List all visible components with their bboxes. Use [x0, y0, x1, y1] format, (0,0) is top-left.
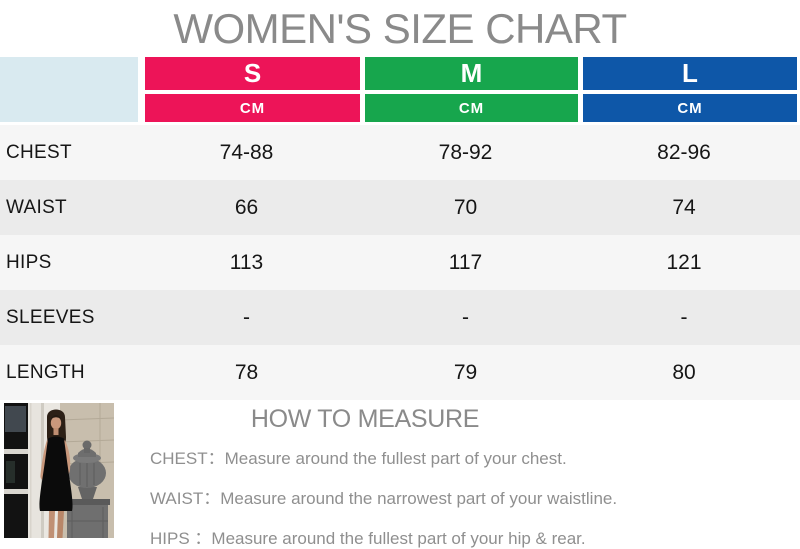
cell-value: - [462, 305, 469, 329]
table-row-chest: CHEST 74-88 78-92 82-96 [0, 125, 800, 180]
column-size-m: M CM [365, 57, 578, 122]
measure-item-text: Measure around the fullest part of your … [224, 449, 567, 468]
cell-value: 78 [234, 360, 259, 384]
measure-item-text: Measure around the fullest part of your … [211, 529, 586, 548]
column-size-l: L CM [583, 57, 797, 122]
how-to-measure-section: HOW TO MEASURE CHEST：Measure around the … [0, 400, 800, 548]
cell-value: 70 [453, 195, 478, 219]
measure-item-label: CHEST： [150, 449, 225, 468]
size-s-header: S [145, 57, 360, 90]
size-m-unit: CM [365, 94, 578, 122]
measure-item-label: WAIST： [150, 489, 221, 508]
size-s-unit: CM [145, 94, 360, 122]
cell-value: 78-92 [438, 140, 493, 164]
measure-item-label: HIPS ： [150, 529, 212, 548]
measure-content: HOW TO MEASURE CHEST：Measure around the … [150, 403, 617, 548]
corner-cell [0, 57, 138, 122]
row-label: LENGTH [6, 361, 85, 383]
model-photo-illustration [4, 403, 114, 538]
size-l-header: L [583, 57, 797, 90]
row-label: SLEEVES [6, 306, 95, 328]
measure-title: HOW TO MEASURE [250, 405, 480, 433]
table-row-length: LENGTH 78 79 80 [0, 345, 800, 400]
cell-value: 113 [229, 250, 264, 274]
cell-value: 117 [448, 250, 483, 274]
cell-value: 66 [234, 195, 259, 219]
cell-value: 121 [666, 250, 702, 274]
page-title: WOMEN'S SIZE CHART [173, 4, 627, 52]
measure-item-chest: CHEST：Measure around the fullest part of… [150, 444, 580, 469]
measure-item-hips: HIPS ：Measure around the fullest part of… [150, 524, 586, 549]
size-m-header: M [365, 57, 578, 90]
measure-item-text: Measure around the narrowest part of you… [220, 489, 618, 508]
cell-value: - [243, 305, 250, 329]
cell-value: - [680, 305, 688, 329]
table-row-sleeves: SLEEVES - - - [0, 290, 800, 345]
table-row-waist: WAIST 66 70 74 [0, 180, 800, 235]
title-bar: WOMEN'S SIZE CHART [0, 0, 800, 57]
cell-value: 80 [672, 360, 696, 384]
column-size-s: S CM [145, 57, 360, 122]
cell-value: 82-96 [657, 140, 711, 164]
measure-item-waist: WAIST：Measure around the narrowest part … [150, 484, 617, 509]
row-label: WAIST [6, 196, 67, 218]
cell-value: 79 [453, 360, 478, 384]
model-photo [4, 403, 114, 538]
table-header: S CM M CM L CM [0, 57, 800, 122]
table-row-hips: HIPS 113 117 121 [0, 235, 800, 290]
cell-value: 74-88 [219, 140, 274, 164]
cell-value: 74 [672, 195, 696, 219]
table-body: CHEST 74-88 78-92 82-96 WAIST 66 70 74 H… [0, 125, 800, 400]
row-label: CHEST [6, 141, 72, 163]
size-l-unit: CM [583, 94, 797, 122]
row-label: HIPS [6, 251, 52, 273]
